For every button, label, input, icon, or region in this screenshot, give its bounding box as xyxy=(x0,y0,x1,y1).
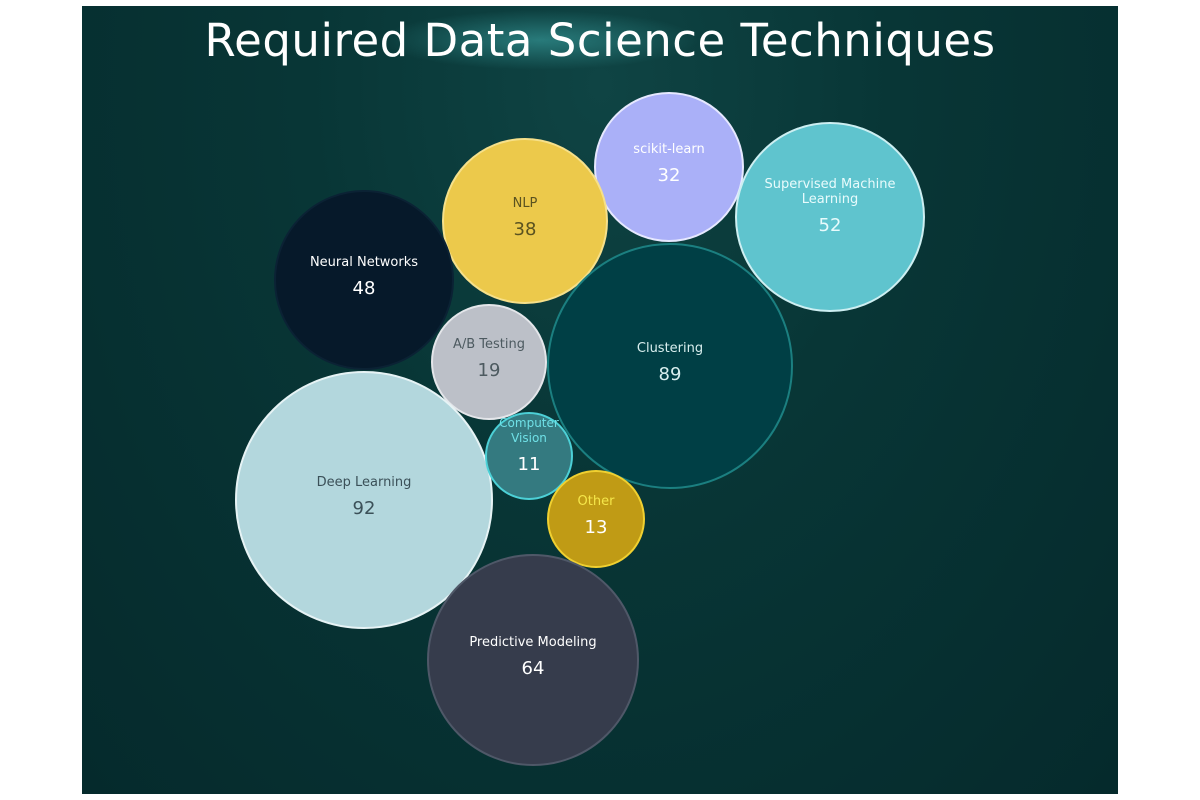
bubble-label: Other xyxy=(578,494,616,509)
bubble-scikit-learn[interactable]: scikit-learn 32 xyxy=(594,92,744,242)
bubble-value: 11 xyxy=(518,454,541,475)
bubble-supervised-machine-learning[interactable]: Supervised Machine Learning 52 xyxy=(735,122,925,312)
bubble-label: NLP xyxy=(513,196,538,211)
bubble-circle[interactable] xyxy=(274,190,454,370)
bubble-value: 52 xyxy=(819,215,842,236)
bubble-circle[interactable] xyxy=(547,470,645,568)
bubble-neural-networks[interactable]: Neural Networks 48 xyxy=(274,190,454,370)
bubble-label: scikit-learn xyxy=(633,142,704,157)
bubble-circle[interactable] xyxy=(235,371,493,629)
bubble-circle[interactable] xyxy=(735,122,925,312)
bubble-label: Supervised Machine Learning xyxy=(765,177,896,207)
bubble-deep-learning[interactable]: Deep Learning 92 xyxy=(235,371,493,629)
chart-title: Required Data Science Techniques xyxy=(204,14,996,67)
bubble-computer-vision[interactable]: Computer Vision 11 xyxy=(485,412,573,500)
bubble-value: 89 xyxy=(659,364,682,385)
bubble-label: Deep Learning xyxy=(317,475,412,490)
bubble-circle[interactable] xyxy=(485,412,573,500)
bubble-label: Clustering xyxy=(637,341,703,356)
bubble-circle[interactable] xyxy=(442,138,608,304)
bubble-circle[interactable] xyxy=(547,243,793,489)
bubble-label: Predictive Modeling xyxy=(469,635,596,650)
bubble-value: 38 xyxy=(514,219,537,240)
bubble-value: 13 xyxy=(585,517,608,538)
bubble-label: A/B Testing xyxy=(453,337,525,352)
bubble-nlp[interactable]: NLP 38 xyxy=(442,138,608,304)
bubble-predictive-modeling[interactable]: Predictive Modeling 64 xyxy=(427,554,639,766)
bubble-circle[interactable] xyxy=(594,92,744,242)
bubble-label: Neural Networks xyxy=(310,255,418,270)
bubble-label: Computer Vision xyxy=(499,416,559,445)
bubble-clustering[interactable]: Clustering 89 xyxy=(547,243,793,489)
bubble-circle[interactable] xyxy=(431,304,547,420)
bubble-value: 64 xyxy=(522,658,545,679)
bubble-other[interactable]: Other 13 xyxy=(547,470,645,568)
bubble-circle[interactable] xyxy=(427,554,639,766)
bubble-value: 48 xyxy=(353,278,376,299)
bubble-value: 19 xyxy=(478,360,501,381)
bubble-a-b-testing[interactable]: A/B Testing 19 xyxy=(431,304,547,420)
title-glow xyxy=(380,10,700,70)
bubble-value: 92 xyxy=(353,498,376,519)
bubble-value: 32 xyxy=(658,165,681,186)
